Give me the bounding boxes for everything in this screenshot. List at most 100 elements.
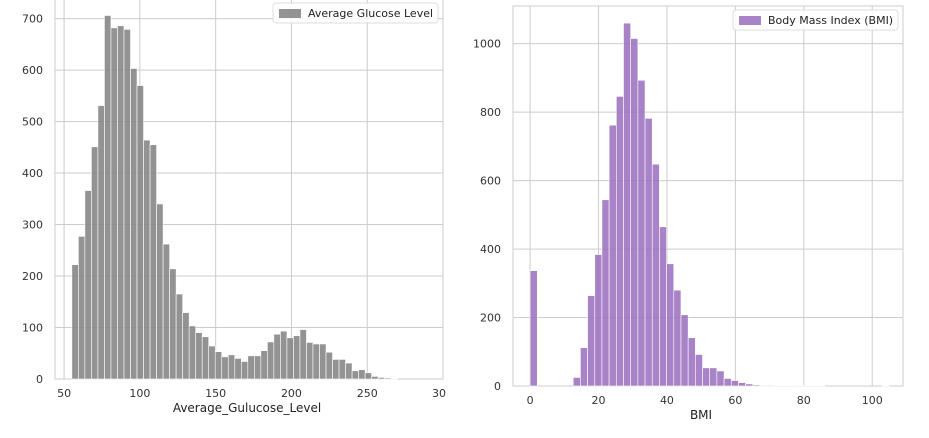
histogram-bar	[702, 367, 711, 387]
y-tick-label: 100	[22, 322, 43, 335]
y-tick-label: 600	[22, 64, 43, 77]
glucose-legend-box	[272, 2, 439, 24]
x-tick-label: 100	[129, 387, 150, 400]
histogram-bar	[201, 336, 210, 380]
x-tick-label: 150	[205, 387, 226, 400]
histogram-bar	[273, 333, 281, 380]
histogram-bar	[680, 314, 689, 387]
histogram-bar	[730, 380, 739, 387]
y-tick-label: 0	[494, 380, 501, 393]
histogram-bar	[673, 289, 682, 387]
x-tick-label: 60	[728, 394, 742, 407]
y-tick-label: 500	[22, 116, 43, 129]
histogram-bar	[267, 341, 275, 380]
bmi-x-axis-label: BMI	[690, 408, 712, 422]
x-tick-label: 40	[660, 394, 674, 407]
x-tick-label: 0	[527, 394, 534, 407]
histogram-bar	[97, 105, 105, 380]
glucose-x-axis-label: Average_Gulucose_Level	[173, 401, 321, 415]
histogram-bar	[156, 203, 164, 380]
histogram-bar	[716, 370, 725, 387]
histogram-bar	[130, 68, 138, 380]
histogram-bar	[182, 312, 190, 380]
histogram-bar	[247, 355, 255, 380]
y-tick-label: 400	[480, 243, 501, 256]
y-tick-label: 200	[22, 270, 43, 283]
histogram-bar	[241, 361, 249, 380]
y-tick-label: 1000	[473, 38, 501, 51]
bmi-x-ticks: 0 20 40 60 80 100	[527, 394, 883, 407]
histogram-bar	[687, 337, 696, 387]
histogram-bar	[580, 347, 588, 387]
histogram-bar	[345, 362, 353, 380]
histogram-bar	[325, 351, 333, 380]
bmi-legend-label: Body Mass Index (BMI)	[768, 14, 893, 27]
histogram-bar	[644, 117, 653, 387]
x-tick-label: 50	[57, 387, 71, 400]
histogram-bar	[312, 343, 320, 380]
histogram-bar	[286, 337, 294, 380]
y-tick-label: 0	[36, 373, 43, 386]
histogram-bar	[306, 342, 314, 380]
histogram-bar	[364, 372, 372, 380]
histogram-bar	[143, 139, 151, 380]
histogram-bar	[695, 354, 703, 387]
glucose-legend-swatch	[279, 9, 301, 18]
bmi-legend: Body Mass Index (BMI)	[732, 9, 899, 31]
histogram-bar	[78, 236, 86, 380]
y-tick-label: 300	[22, 219, 43, 232]
histogram-bar	[723, 378, 732, 387]
histogram-bar	[136, 85, 144, 380]
glucose-legend: Average Glucose Level	[272, 2, 439, 24]
bmi-plot-area	[512, 5, 904, 387]
histogram-bar	[745, 383, 754, 387]
histogram-bar	[377, 377, 385, 380]
histogram-bar	[371, 376, 379, 380]
y-tick-label: 800	[480, 106, 501, 119]
glucose-y-ticks: 0 100 200 300 400 500 600 700	[22, 13, 43, 386]
histogram-bar	[234, 358, 242, 380]
histogram-bar	[351, 370, 359, 380]
x-tick-label: 80	[797, 394, 811, 407]
histogram-bar	[91, 146, 99, 380]
histogram-bar	[227, 354, 236, 380]
histogram-bar	[759, 385, 768, 387]
histogram-bar	[188, 325, 196, 380]
histogram-bar	[208, 345, 216, 380]
histogram-bar	[529, 270, 538, 387]
glucose-bars	[71, 15, 399, 380]
histogram-bar	[332, 359, 340, 380]
histogram-bar	[117, 25, 125, 380]
histogram-bar	[390, 378, 399, 380]
histogram-bar	[601, 199, 610, 387]
histogram-bar	[254, 355, 262, 380]
histogram-bar	[594, 254, 603, 387]
bmi-legend-box	[732, 9, 899, 31]
histogram-bar	[623, 22, 631, 387]
histogram-bar	[162, 243, 170, 380]
histogram-bar	[195, 332, 203, 380]
histogram-bar	[738, 382, 746, 387]
y-tick-label: 200	[480, 312, 501, 325]
x-tick-label: 250	[357, 387, 378, 400]
histogram-bar	[338, 359, 346, 380]
bmi-bars	[529, 22, 890, 387]
histogram-bar	[84, 190, 92, 380]
histogram-bar	[666, 263, 675, 387]
histogram-bar	[71, 264, 79, 380]
x-tick-label: 100	[862, 394, 883, 407]
glucose-histogram: 50 100 150 200 250 0 100 200 300 400 500 600 700 Av…	[22, 0, 446, 415]
glucose-x-ticks: 50 100 150 200 250	[57, 387, 378, 400]
y-tick-label: 400	[22, 167, 43, 180]
histogram-bar	[766, 385, 775, 387]
histogram-bar	[384, 377, 392, 380]
histogram-bar	[752, 384, 761, 387]
histogram-bar	[709, 367, 718, 387]
histogram-bar	[110, 27, 118, 380]
histogram-bar	[221, 356, 229, 380]
x-tick-label: 200	[281, 387, 302, 400]
y-tick-label: 600	[480, 175, 501, 188]
bmi-y-ticks: 0 200 400 600 800 1000	[473, 38, 501, 393]
histogram-bar	[293, 335, 301, 380]
